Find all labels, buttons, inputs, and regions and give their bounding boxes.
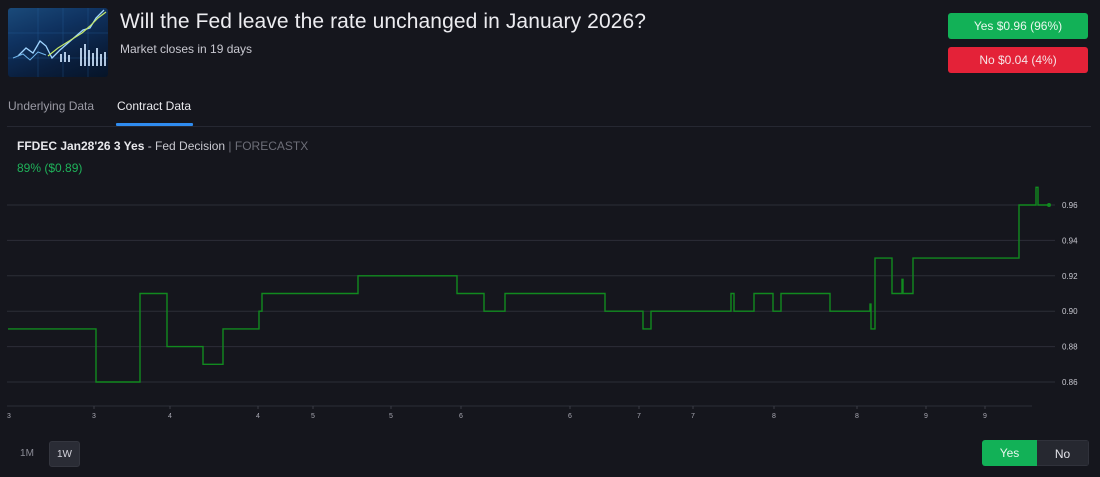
stock-chart-thumbnail-icon [8,8,108,77]
range-1w-button[interactable]: 1W [49,441,80,467]
x-axis-label: 9 [924,413,928,420]
tabs-divider [7,126,1091,127]
tab-underlying-data[interactable]: Underlying Data [8,99,95,113]
price-line [8,186,1049,383]
y-axis-label: 0.94 [1062,236,1078,245]
x-axis-label: 3 [92,413,96,420]
price-chart[interactable]: 0.96 0.94 0.92 0.90 0.88 0.86 3 3 4 4 5 5 6 6 7 7 8 8 9 9 [0,180,1100,430]
active-tab-indicator [116,123,193,126]
contract-separator: - [144,139,156,153]
y-axis-label: 0.88 [1062,343,1078,352]
market-close-countdown: Market closes in 19 days [120,42,253,56]
x-axis-label: 5 [311,413,315,420]
market-thumbnail [8,8,108,77]
x-axis-label: 3 [7,413,11,420]
y-axis-label: 0.92 [1062,272,1078,281]
buy-no-button[interactable]: No $0.04 (4%) [948,47,1088,73]
x-axis-label: 6 [459,413,463,420]
x-axis-label: 4 [168,413,172,420]
x-axis-label: 5 [389,413,393,420]
contract-label: FFDEC Jan28'26 3 Yes - Fed Decision | FO… [17,139,308,153]
x-axis-label: 4 [256,413,260,420]
toggle-yes-button[interactable]: Yes [982,440,1037,466]
x-axis-label: 9 [983,413,987,420]
contract-description: Fed Decision [155,139,226,153]
contract-source: | FORECASTX [225,139,309,153]
buy-yes-button[interactable]: Yes $0.96 (96%) [948,13,1088,39]
x-axis-label: 7 [691,413,695,420]
last-price-dot [1047,203,1051,207]
y-axis-label: 0.86 [1062,378,1078,387]
x-axis-label: 8 [772,413,776,420]
tab-contract-data[interactable]: Contract Data [117,99,192,113]
toggle-no-button[interactable]: No [1037,440,1089,466]
range-1m-button[interactable]: 1M [20,448,34,459]
side-toggle: Yes No [982,440,1089,466]
x-axis-label: 6 [568,413,572,420]
y-axis-label: 0.90 [1062,307,1078,316]
x-axis-label: 8 [855,413,859,420]
contract-price: 89% ($0.89) [17,161,83,175]
x-axis-label: 7 [637,413,641,420]
contract-code: FFDEC Jan28'26 3 Yes [17,139,145,153]
market-title: Will the Fed leave the rate unchanged in… [120,10,647,33]
y-axis-label: 0.96 [1062,201,1078,210]
